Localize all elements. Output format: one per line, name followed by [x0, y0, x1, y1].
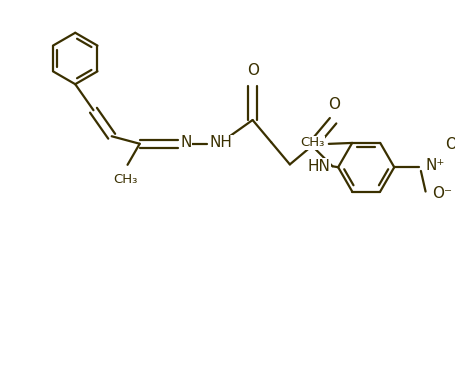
Text: O: O — [444, 137, 455, 152]
Text: NH: NH — [209, 135, 232, 150]
Text: CH₃: CH₃ — [113, 173, 137, 186]
Text: N⁺: N⁺ — [424, 158, 444, 173]
Text: CH₃: CH₃ — [299, 137, 324, 149]
Text: O⁻: O⁻ — [431, 186, 450, 201]
Text: O: O — [247, 63, 259, 78]
Text: N: N — [180, 135, 191, 150]
Text: HN: HN — [307, 159, 329, 174]
Text: O: O — [327, 97, 339, 112]
